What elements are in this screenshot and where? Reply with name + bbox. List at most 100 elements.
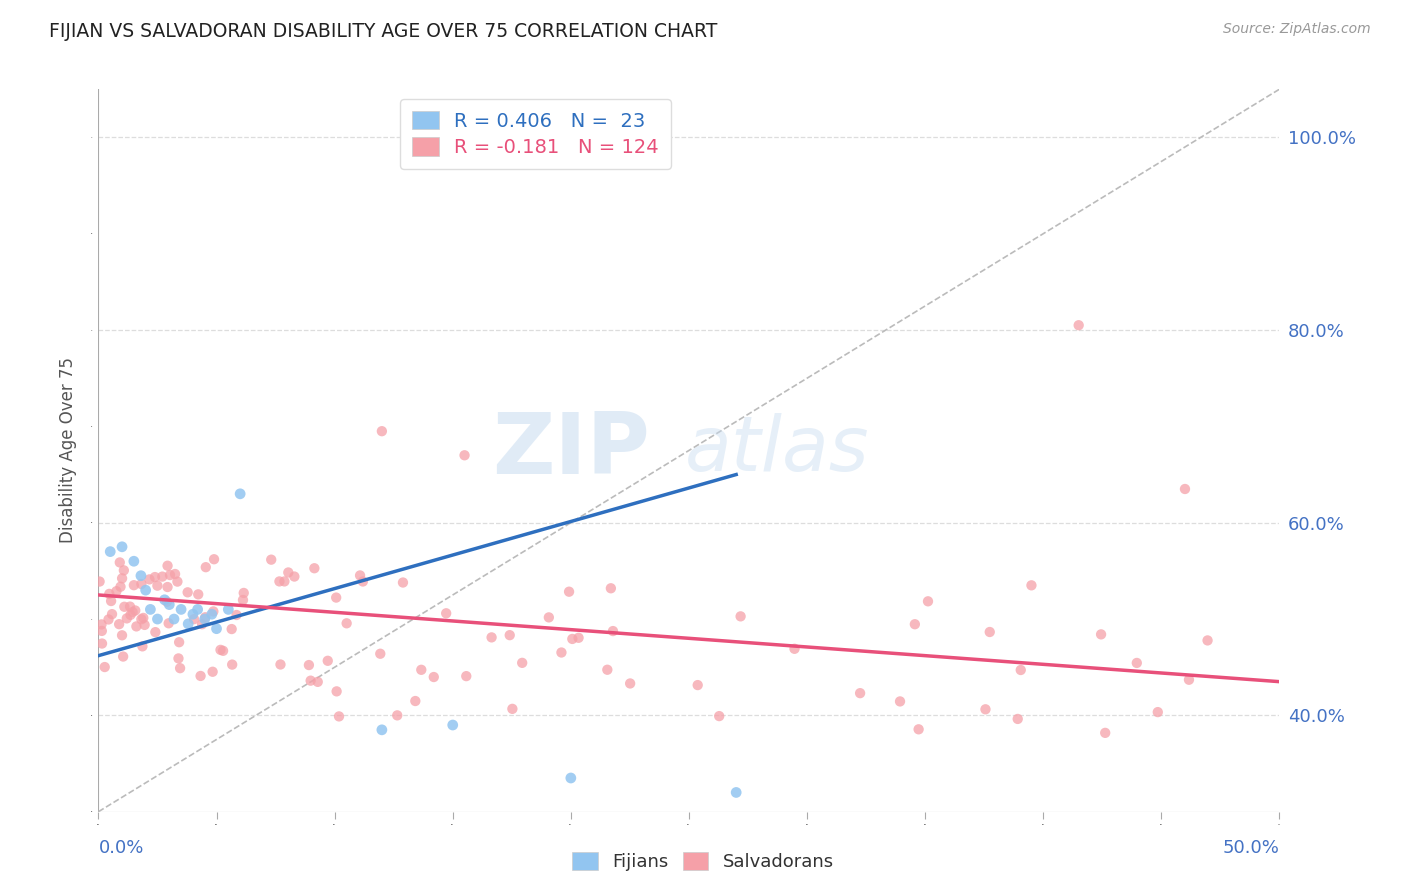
Point [889, 694, 911, 708]
Text: ZIP: ZIP [492, 409, 650, 492]
Point [108, 617, 131, 632]
Point [328, 709, 350, 723]
Text: FIJIAN VS SALVADORAN DISABILITY AGE OVER 75 CORRELATION CHART: FIJIAN VS SALVADORAN DISABILITY AGE OVER… [49, 22, 717, 41]
Point [221, 657, 243, 672]
Point [269, 574, 291, 589]
Point [190, 669, 212, 683]
Point [108, 556, 131, 570]
Point [125, 619, 148, 633]
Point [194, 560, 217, 574]
Point [352, 574, 374, 589]
Point [725, 785, 748, 799]
Point [1126, 656, 1149, 670]
Point [156, 595, 179, 609]
Point [183, 612, 205, 626]
Point [371, 723, 394, 737]
Point [225, 607, 247, 622]
Point [131, 640, 153, 654]
Point [111, 540, 134, 554]
Point [205, 622, 228, 636]
Point [181, 607, 204, 622]
Point [558, 584, 581, 599]
Point [1021, 578, 1043, 592]
Point [481, 631, 503, 645]
Point [194, 610, 217, 624]
Point [849, 686, 872, 700]
Point [221, 622, 243, 636]
Point [139, 602, 162, 616]
Point [1090, 627, 1112, 641]
Point [163, 612, 186, 626]
Point [387, 708, 409, 723]
Point [111, 571, 134, 585]
Point [187, 587, 209, 601]
Point [441, 718, 464, 732]
Point [110, 580, 132, 594]
Point [232, 593, 254, 607]
Point [550, 646, 572, 660]
Point [91, 636, 114, 650]
Point [619, 676, 641, 690]
Point [501, 702, 523, 716]
Point [217, 602, 239, 616]
Point [537, 610, 560, 624]
Point [283, 569, 305, 583]
Point [1174, 482, 1197, 496]
Point [121, 605, 143, 619]
Point [100, 594, 122, 608]
Point [90, 617, 112, 632]
Point [159, 568, 181, 582]
Point [453, 448, 475, 462]
Point [277, 566, 299, 580]
Point [917, 594, 939, 608]
Point [1146, 705, 1168, 719]
Point [273, 574, 295, 589]
Point [316, 654, 339, 668]
Point [166, 574, 188, 589]
Point [191, 617, 214, 632]
Point [134, 618, 156, 632]
Point [98, 544, 121, 558]
Point [298, 658, 321, 673]
Point [129, 568, 152, 582]
Text: 0.0%: 0.0% [98, 838, 143, 856]
Point [111, 628, 134, 642]
Point [307, 674, 329, 689]
Point [979, 625, 1001, 640]
Point [93, 660, 115, 674]
Point [201, 607, 224, 622]
Y-axis label: Disability Age Over 75: Disability Age Over 75 [59, 358, 77, 543]
Point [112, 563, 135, 577]
Point [411, 663, 433, 677]
Point [143, 625, 166, 640]
Point [325, 591, 347, 605]
Point [143, 570, 166, 584]
Point [904, 617, 927, 632]
Point [510, 656, 533, 670]
Text: Source: ZipAtlas.com: Source: ZipAtlas.com [1223, 22, 1371, 37]
Point [561, 632, 583, 646]
Point [404, 694, 426, 708]
Legend: Fijians, Salvadorans: Fijians, Salvadorans [565, 846, 841, 879]
Point [157, 616, 180, 631]
Point [336, 616, 359, 631]
Point [434, 607, 457, 621]
Point [112, 649, 135, 664]
Point [176, 585, 198, 599]
Legend: R = 0.406   N =  23, R = -0.181   N = 124: R = 0.406 N = 23, R = -0.181 N = 124 [401, 99, 671, 169]
Point [560, 771, 582, 785]
Point [423, 670, 446, 684]
Point [135, 583, 157, 598]
Point [1007, 712, 1029, 726]
Point [170, 602, 193, 616]
Point [1010, 663, 1032, 677]
Point [167, 651, 190, 665]
Point [122, 554, 145, 568]
Point [122, 578, 145, 592]
Point [212, 644, 235, 658]
Point [97, 612, 120, 626]
Point [202, 604, 225, 618]
Point [1094, 726, 1116, 740]
Point [101, 607, 124, 622]
Point [177, 616, 200, 631]
